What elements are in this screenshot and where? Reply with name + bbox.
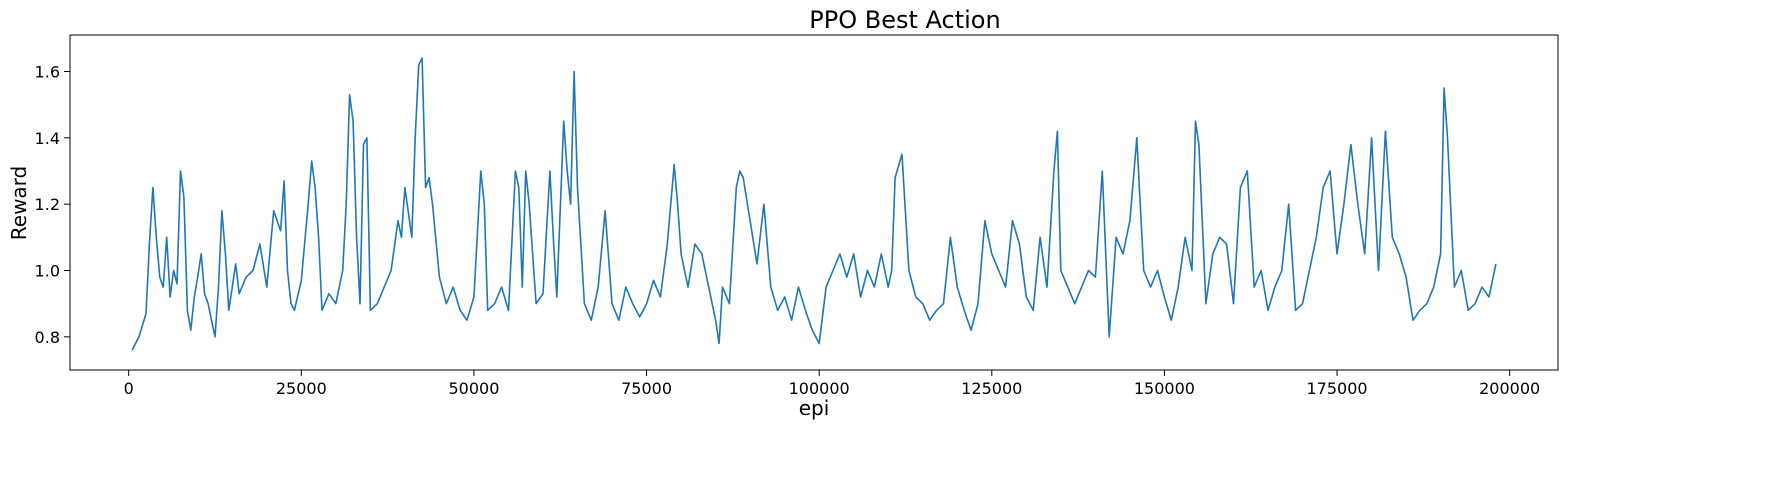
y-tick-label: 1.2 (35, 195, 60, 214)
x-tick-label: 125000 (961, 379, 1022, 398)
x-tick-label: 50000 (448, 379, 499, 398)
y-tick-label: 0.8 (35, 328, 60, 347)
plot-area (131, 57, 1497, 351)
x-tick-label: 0 (124, 379, 134, 398)
chart-title: PPO Best Action (809, 6, 1000, 34)
x-tick-label: 25000 (276, 379, 327, 398)
y-axis-label: Reward (7, 166, 31, 240)
y-axis: 0.8 1.0 1.2 1.4 1.6 (35, 62, 70, 347)
x-axis: 0 25000 50000 75000 100000 125000 150000 175000… (124, 370, 1540, 398)
plot-frame (69, 34, 1559, 371)
series-line-0 (131, 57, 1497, 351)
y-tick-label: 1.4 (35, 129, 60, 148)
x-axis-label: epi (799, 396, 830, 420)
x-tick-label: 175000 (1307, 379, 1368, 398)
y-tick-label: 1.0 (35, 261, 60, 280)
y-tick-label: 1.6 (35, 62, 60, 81)
x-tick-label: 75000 (621, 379, 672, 398)
x-tick-label: 200000 (1479, 379, 1540, 398)
x-tick-label: 100000 (789, 379, 850, 398)
x-tick-label: 150000 (1134, 379, 1195, 398)
